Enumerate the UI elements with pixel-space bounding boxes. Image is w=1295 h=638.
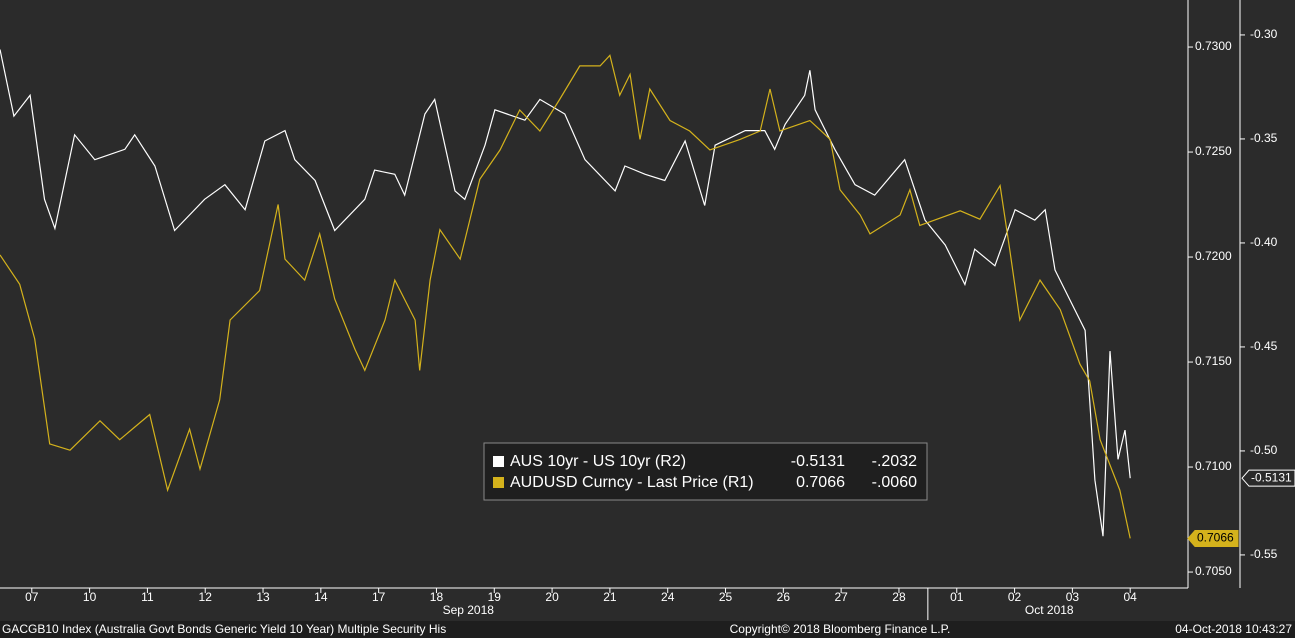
y-tick-label: 0.7200 — [1195, 249, 1232, 263]
legend-name: AUS 10yr - US 10yr (R2) — [510, 453, 686, 470]
y2-tick-label: -0.30 — [1250, 27, 1278, 41]
series-line — [0, 49, 1131, 537]
y-tick-label: 0.7250 — [1195, 144, 1232, 158]
y-tick-label: 0.7050 — [1195, 564, 1232, 578]
x-tick-label: 21 — [603, 590, 617, 604]
x-tick-label: 24 — [661, 590, 675, 604]
y2-tick-label: -0.50 — [1250, 443, 1278, 457]
legend-value: 0.7066 — [796, 474, 845, 491]
last-value-tag — [1187, 529, 1239, 547]
y-tick-label: 0.7100 — [1195, 459, 1232, 473]
x-tick-label: 28 — [892, 590, 906, 604]
footer-center: Copyright© 2018 Bloomberg Finance L.P. — [730, 622, 951, 636]
x-tick-label: 10 — [83, 590, 97, 604]
x-tick-label: 25 — [719, 590, 733, 604]
legend-name: AUDUSD Curncy - Last Price (R1) — [510, 474, 754, 491]
x-tick-label: 07 — [25, 590, 39, 604]
footer-right: 04-Oct-2018 10:43:27 — [1175, 622, 1292, 636]
legend-swatch — [493, 456, 504, 467]
y-tick-label: 0.7300 — [1195, 39, 1232, 53]
plot — [0, 49, 1131, 539]
legend-value: -0.5131 — [791, 453, 845, 470]
x-tick-label: 14 — [314, 590, 328, 604]
month-label: Oct 2018 — [1025, 603, 1074, 617]
footer-left: GACGB10 Index (Australia Govt Bonds Gene… — [2, 622, 446, 636]
footer-bar — [0, 621, 1295, 638]
y2-tick-label: -0.35 — [1250, 131, 1278, 145]
legend-swatch — [493, 477, 504, 488]
x-tick-label: 13 — [256, 590, 270, 604]
x-tick-label: 27 — [834, 590, 848, 604]
x-tick-label: 04 — [1124, 590, 1138, 604]
legend-change: -.2032 — [872, 453, 917, 470]
last-value-label: 0.7066 — [1197, 531, 1234, 545]
x-tick-label: 01 — [950, 590, 964, 604]
x-tick-label: 20 — [545, 590, 559, 604]
x-tick-label: 26 — [777, 590, 791, 604]
x-tick-label: 18 — [430, 590, 444, 604]
y2-tick-label: -0.55 — [1250, 547, 1278, 561]
x-tick-label: 02 — [1008, 590, 1022, 604]
month-label: Sep 2018 — [443, 603, 495, 617]
last-value-tag — [1241, 469, 1295, 487]
x-tick-label: 11 — [141, 590, 154, 604]
y2-tick-label: -0.40 — [1250, 235, 1278, 249]
x-tick-label: 03 — [1066, 590, 1080, 604]
x-tick-label: 17 — [372, 590, 386, 604]
series-line — [0, 54, 1131, 539]
y2-tick-label: -0.45 — [1250, 339, 1278, 353]
x-tick-label: 12 — [199, 590, 213, 604]
x-tick-label: 19 — [488, 590, 502, 604]
last-value-label: -0.5131 — [1251, 470, 1292, 484]
y-tick-label: 0.7150 — [1195, 354, 1232, 368]
legend-box — [483, 442, 928, 501]
legend-change: -.0060 — [872, 474, 917, 491]
